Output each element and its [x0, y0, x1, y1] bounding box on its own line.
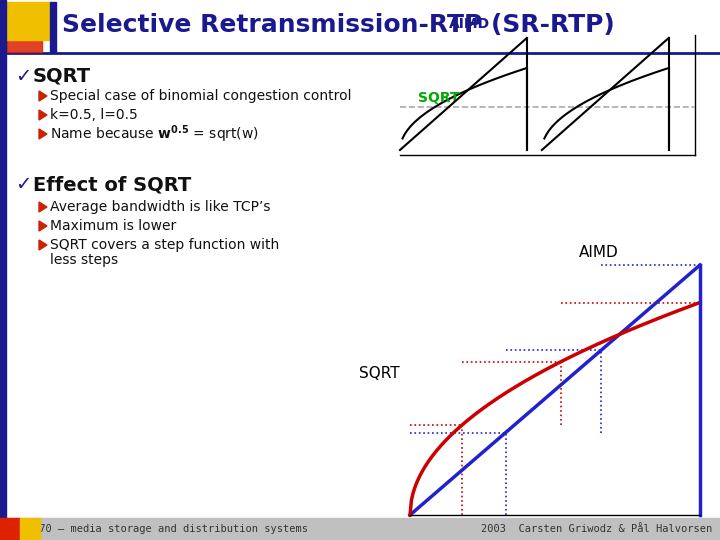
- Bar: [50, 2, 56, 52]
- Bar: [7, 2, 49, 40]
- Text: less steps: less steps: [50, 253, 118, 267]
- Text: SQRT: SQRT: [359, 366, 400, 381]
- Bar: [0, 0, 6, 518]
- Text: ✓: ✓: [15, 66, 32, 85]
- Text: Maximum is lower: Maximum is lower: [50, 219, 176, 233]
- Bar: [0, 518, 720, 540]
- Text: 2003  Carsten Griwodz & Pål Halvorsen: 2003 Carsten Griwodz & Pål Halvorsen: [481, 524, 712, 534]
- Text: SQRT: SQRT: [418, 91, 459, 105]
- Text: INF5070 – media storage and distribution systems: INF5070 – media storage and distribution…: [8, 524, 308, 534]
- Polygon shape: [39, 221, 47, 231]
- Text: SQRT covers a step function with: SQRT covers a step function with: [50, 238, 279, 252]
- Text: ✓: ✓: [15, 176, 32, 194]
- Text: Average bandwidth is like TCP’s: Average bandwidth is like TCP’s: [50, 200, 271, 214]
- Polygon shape: [39, 240, 47, 250]
- Polygon shape: [39, 202, 47, 212]
- Text: Special case of binomial congestion control: Special case of binomial congestion cont…: [50, 89, 351, 103]
- Text: Selective Retransmission-RTP (SR-RTP): Selective Retransmission-RTP (SR-RTP): [62, 13, 615, 37]
- Text: AIMD: AIMD: [449, 17, 490, 31]
- Bar: [7, 24, 42, 52]
- Bar: [20, 518, 40, 540]
- Text: Effect of SQRT: Effect of SQRT: [33, 176, 192, 194]
- Polygon shape: [39, 110, 47, 120]
- Text: k=0.5, l=0.5: k=0.5, l=0.5: [50, 108, 138, 122]
- Text: AIMD: AIMD: [579, 245, 618, 260]
- Text: SQRT: SQRT: [33, 66, 91, 85]
- Polygon shape: [39, 129, 47, 139]
- Text: Name because $\mathbf{w^{0.5}}$ = sqrt(w): Name because $\mathbf{w^{0.5}}$ = sqrt(w…: [50, 123, 259, 145]
- Bar: [0, 518, 20, 540]
- Polygon shape: [39, 91, 47, 101]
